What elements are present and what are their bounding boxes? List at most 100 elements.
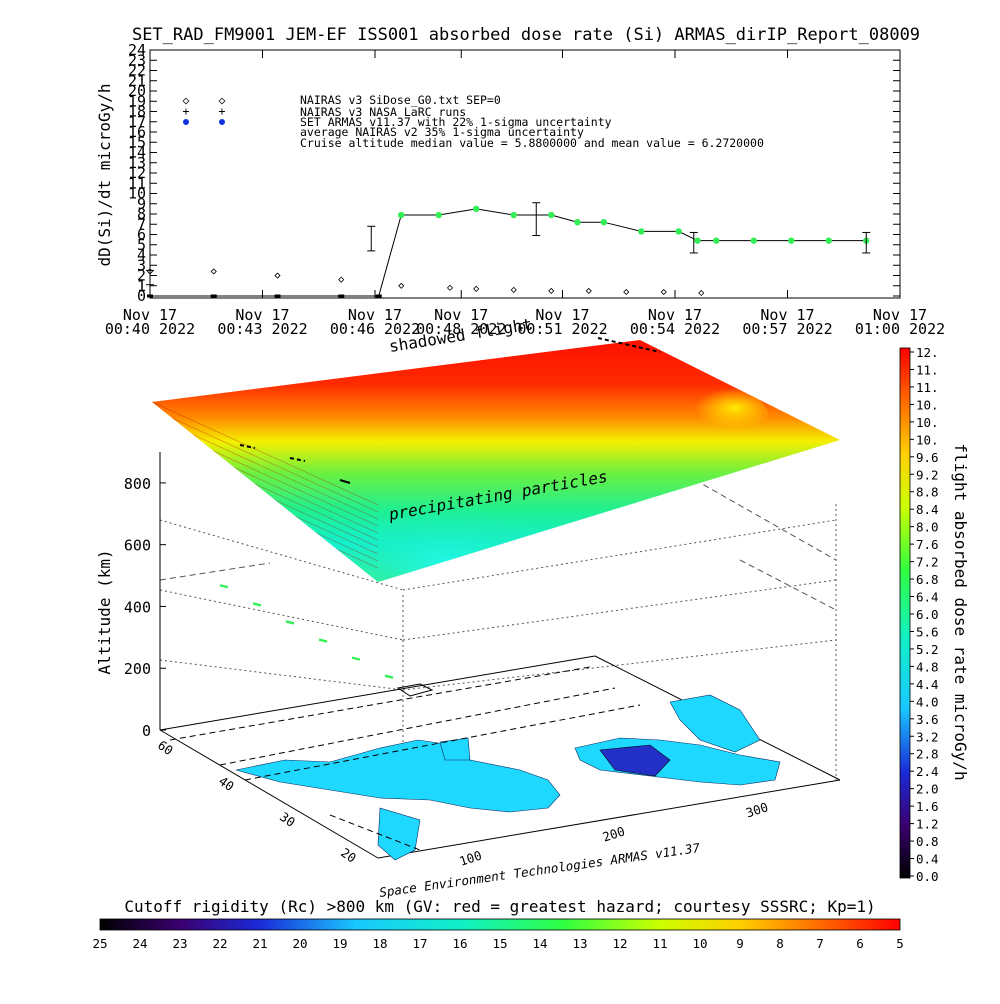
dose-colorbar-tick-label: 1.2: [916, 817, 939, 832]
y-tick-label: 20: [128, 82, 146, 100]
cutoff-tick-label: 22: [212, 936, 227, 951]
altitude-tick-label: 200: [124, 660, 151, 678]
y-tick-label: 4: [137, 246, 146, 264]
dose-colorbar-tick-label: 6.4: [916, 590, 939, 605]
x-tick-label: Nov 17: [434, 306, 488, 324]
legend-plus-icon: +: [183, 104, 190, 118]
armas-point: [788, 237, 795, 244]
dose-colorbar-tick-label: 0.8: [916, 834, 939, 849]
x-tick-label: Nov 17: [535, 306, 589, 324]
legend-diamond-icon: ◇: [183, 93, 190, 107]
track-mark: [219, 584, 229, 589]
armas-point: [510, 211, 517, 219]
y-tick-label: 0: [137, 287, 146, 305]
cutoff-tick-label: 7: [816, 936, 824, 951]
track-mark: [351, 656, 361, 661]
armas-zero-point: [375, 294, 382, 298]
altitude-tick-label: 400: [124, 598, 151, 616]
x-tick-label: 00:48 2022: [416, 320, 506, 338]
armas-point: [398, 211, 405, 219]
armas-point: [473, 205, 480, 213]
cutoff-tick-label: 13: [572, 936, 587, 951]
cutoff-tick-label: 8: [776, 936, 784, 951]
x-tick-label: Nov 17: [348, 306, 402, 324]
armas-point: [675, 228, 682, 235]
dose-y-axis-label: dD(Si)/dt microGy/h: [95, 83, 114, 266]
altitude-tick-label: 0: [142, 722, 151, 740]
cutoff-tick-label: 5: [896, 936, 904, 951]
chart-title: SET_RAD_FM9001 JEM-EF ISS001 absorbed do…: [132, 25, 920, 45]
armas-line: [150, 208, 867, 297]
track-mark: [318, 638, 328, 643]
dose-colorbar-tick-label: 2.8: [916, 747, 939, 762]
dose-colorbar-tick-label: 9.6: [916, 450, 939, 465]
legend-label: NAIRAS v3 SiDose_G0.txt SEP=0: [300, 93, 501, 107]
armas-point: [548, 211, 555, 219]
dose-colorbar-tick-label: 0.0: [916, 869, 939, 884]
nairas-point: [623, 288, 630, 296]
legend-label: average NAIRAS v2 35% 1-sigma uncertaint…: [300, 125, 584, 139]
altitude-axis-label: Altitude (km): [95, 549, 114, 674]
nairas-point: [274, 272, 281, 279]
dose-colorbar-tick-label: 12.: [916, 345, 939, 360]
dose-colorbar-tick-label: 2.0: [916, 782, 939, 797]
dose-colorbar-tick-label: 3.2: [916, 729, 939, 744]
dose-colorbar-tick-label: 0.4: [916, 852, 939, 867]
cutoff-tick-label: 14: [532, 936, 547, 951]
y-tick-label: 8: [137, 205, 146, 223]
armas-zero-point: [147, 294, 153, 298]
dose-colorbar-tick-label: 1.6: [916, 799, 939, 814]
armas-point: [435, 211, 442, 219]
dose-volume-3d: precipitating particles shadowed flight …: [95, 315, 841, 900]
dose-colorbar-tick-label: 4.4: [916, 677, 939, 692]
orbit-ground-track: [169, 666, 641, 851]
y-tick-label: 22: [128, 62, 146, 80]
dose-colorbar-tick-label: 4.8: [916, 659, 939, 674]
dose-colorbar-tick-label: 4.0: [916, 694, 939, 709]
track-mark: [252, 602, 262, 607]
dose-colorbar-tick-label: 11.: [916, 362, 939, 377]
map-landmass: [235, 694, 781, 861]
dose-colorbar-ticks: 12. 11. 11. 10. 10. 10. 9.6 9.2 8.8 8.4 8.0 7.6 7.2 6…: [910, 345, 939, 884]
nairas-point: [210, 268, 217, 275]
dose-colorbar-tick-label: 9.2: [916, 467, 939, 482]
armas-point: [574, 219, 581, 226]
nairas-point: [548, 287, 555, 294]
dose-colorbar-tick-label: 5.2: [916, 642, 939, 657]
nairas-series: [146, 268, 705, 297]
armas-point: [638, 228, 645, 235]
y-tick-label: 18: [128, 103, 146, 121]
armas-error-bars: [146, 202, 871, 286]
armas-point: [750, 237, 757, 244]
armas-zero-point: [338, 294, 345, 298]
dose-colorbar-tick-label: 5.6: [916, 624, 939, 639]
y-tick-label: 15: [128, 133, 146, 151]
nairas-point: [398, 282, 405, 289]
armas-series: [147, 205, 870, 298]
dose-colorbar: [899, 347, 911, 879]
cutoff-tick-label: 9: [736, 936, 744, 951]
latitude-tick-label: 60: [155, 737, 176, 758]
dose-colorbar-tick-label: 8.8: [916, 485, 939, 500]
dose-colorbar-tick-label: 6.8: [916, 572, 939, 587]
legend-entry-armas: SET ARMAS v11.37 with 22% 1-sigma uncert…: [183, 115, 612, 129]
cutoff-tick-label: 23: [172, 936, 187, 951]
dose-colorbar-tick-label: 3.6: [916, 712, 939, 727]
longitude-tick-label: 200: [601, 823, 627, 844]
legend-label: NAIRAS v3 NASA LaRC runs: [300, 105, 466, 119]
dose-colorbar-tick-label: 10.: [916, 432, 939, 447]
dose-colorbar-tick-label: 7.6: [916, 537, 939, 552]
x-tick-label: 00:54 2022: [630, 320, 720, 338]
y-tick-label: 5: [137, 236, 146, 254]
legend-plus-icon: +: [219, 104, 226, 118]
cutoff-title: Cutoff rigidity (Rc) >800 km (GV: red = …: [124, 897, 875, 916]
slab-layer-line: [152, 408, 379, 513]
y-tick-label: 1: [137, 277, 146, 295]
legend-dot-icon: [183, 119, 189, 125]
cutoff-ticks: 25 24 23 22 21 20 19 18 17 16 15 14 13 12 11 10 9 8 7 6 5: [92, 936, 903, 951]
dose-colorbar-label: flight absorbed dose rate microGy/h: [951, 443, 970, 780]
legend-dot-icon: [219, 119, 225, 125]
